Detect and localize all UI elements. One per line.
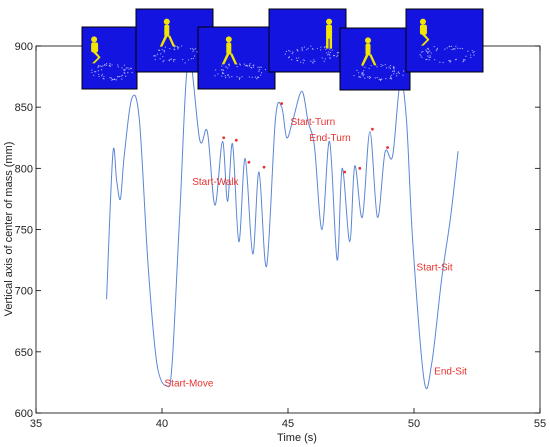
peak-marker: [222, 136, 226, 140]
com-trajectory-line: [106, 56, 459, 389]
thumbnail-strip: [81, 8, 484, 91]
person-figure-icon: [221, 36, 238, 65]
y-tick-label: 600: [15, 408, 33, 420]
person-figure-icon: [159, 18, 176, 47]
y-tick-label: 700: [15, 286, 33, 298]
data-series: [106, 56, 459, 389]
y-tick-label: 900: [15, 41, 33, 53]
thumbnail-frame-5: [339, 27, 411, 91]
person-figure-icon: [419, 18, 430, 46]
event-label: Start-Sit: [417, 262, 453, 273]
y-tick-label: 850: [15, 102, 33, 114]
peak-marker: [247, 160, 251, 164]
peak-marker: [343, 170, 347, 174]
person-figure-icon: [91, 36, 101, 64]
person-figure-icon: [326, 18, 333, 49]
person-figure-icon: [361, 37, 377, 66]
thumbnail-frame-3: [197, 26, 276, 90]
event-label: Start-Move: [165, 379, 214, 390]
y-tick-label: 800: [15, 163, 33, 175]
peak-markers: [222, 102, 389, 174]
x-tick-label: 50: [408, 418, 420, 430]
peak-marker: [262, 165, 266, 169]
peak-marker: [234, 138, 238, 142]
event-label: End-Sit: [434, 366, 467, 377]
y-axis-title: Vertical axis of center of mass (mm): [3, 142, 15, 317]
peak-marker: [386, 146, 389, 149]
y-tick-label: 650: [15, 347, 33, 359]
x-tick-label: 45: [282, 418, 294, 430]
event-label: End-Turn: [309, 133, 350, 144]
x-axis-title: Time (s): [277, 432, 317, 444]
thumbnail-frame-6: [405, 8, 484, 73]
peak-marker: [280, 102, 284, 105]
plot-area: [35, 45, 541, 414]
event-annotations: Start-Move Start-Walk Start-Turn End-Turn St…: [165, 117, 468, 390]
y-axis: 600 650 700 750 800 850 900: [15, 41, 540, 420]
thumbnail-frame-4: [268, 8, 347, 73]
event-label: Start-Walk: [192, 177, 239, 188]
peak-marker: [371, 127, 374, 131]
x-tick-label: 35: [30, 418, 42, 430]
thumbnail-frame-1: [81, 26, 138, 90]
event-label: Start-Turn: [291, 117, 336, 128]
x-tick-label: 40: [156, 418, 168, 430]
peak-marker: [358, 166, 362, 170]
x-tick-label: 55: [534, 418, 546, 430]
y-tick-label: 750: [15, 225, 33, 237]
